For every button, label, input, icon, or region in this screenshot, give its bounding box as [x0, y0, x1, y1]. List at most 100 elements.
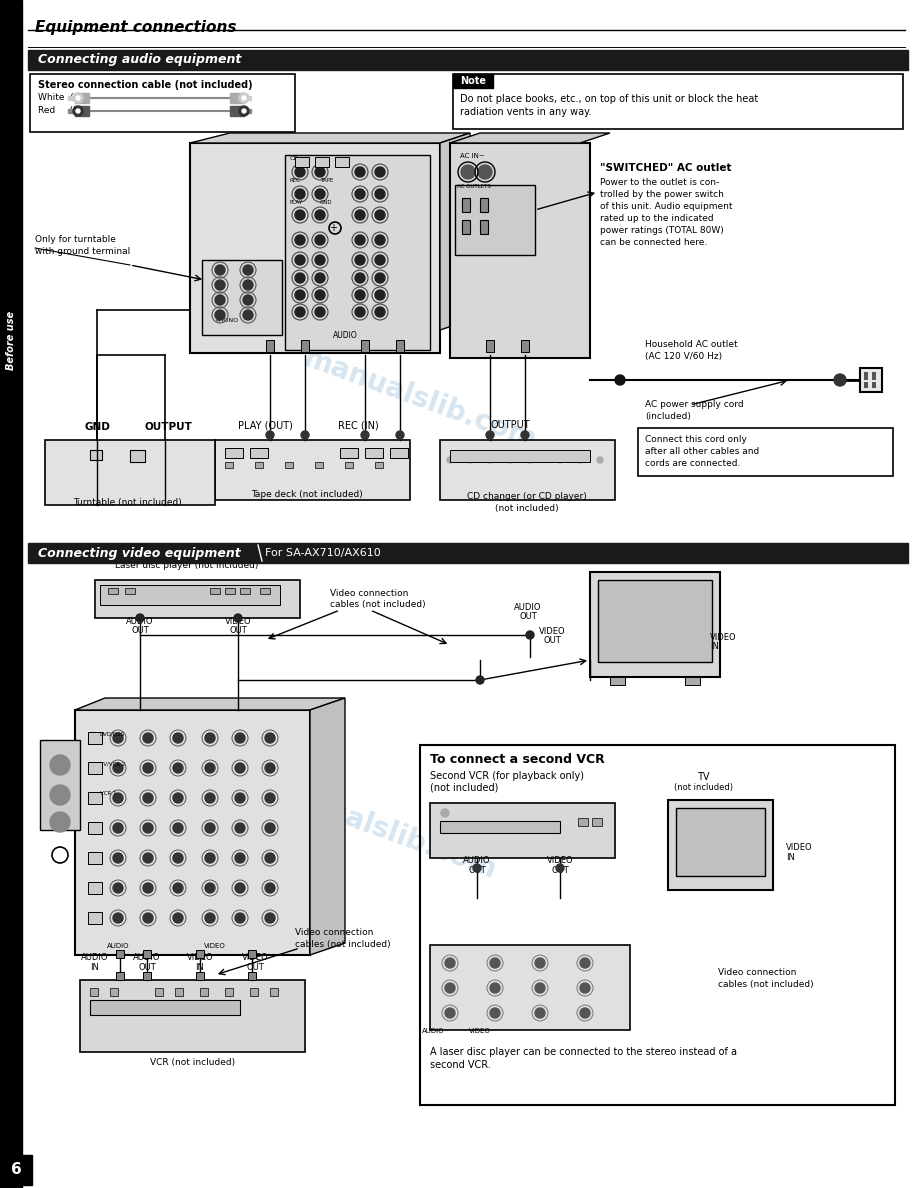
Circle shape	[50, 785, 70, 805]
Polygon shape	[75, 699, 345, 710]
Text: IN: IN	[91, 963, 99, 972]
Circle shape	[375, 255, 385, 265]
Bar	[250, 448, 268, 459]
Bar	[361, 340, 369, 352]
Text: TV/VCR 2: TV/VCR 2	[100, 762, 126, 766]
Circle shape	[50, 813, 70, 832]
Circle shape	[361, 431, 369, 440]
Text: second VCR.: second VCR.	[430, 1060, 491, 1070]
Circle shape	[265, 794, 275, 803]
Bar	[0, 0, 22, 1188]
Circle shape	[235, 763, 245, 773]
Circle shape	[526, 631, 534, 639]
Circle shape	[295, 210, 305, 220]
Circle shape	[235, 823, 245, 833]
Text: Video connection: Video connection	[718, 968, 797, 977]
Text: "SWITCHED" AC outlet: "SWITCHED" AC outlet	[600, 163, 732, 173]
Bar	[462, 198, 470, 211]
Text: VIDEO: VIDEO	[186, 953, 213, 962]
Bar	[88, 732, 102, 744]
Bar	[215, 440, 410, 500]
Circle shape	[375, 307, 385, 317]
Bar	[335, 157, 349, 168]
Text: VIDEO: VIDEO	[469, 1028, 491, 1034]
Circle shape	[487, 457, 493, 463]
Bar	[315, 462, 323, 468]
Circle shape	[143, 914, 153, 923]
Bar	[225, 988, 233, 996]
Text: Household AC outlet: Household AC outlet	[645, 340, 738, 349]
Bar	[88, 792, 102, 804]
Bar	[0, 1155, 32, 1184]
Circle shape	[535, 1007, 545, 1018]
Bar	[45, 440, 215, 505]
Circle shape	[205, 853, 215, 862]
Circle shape	[205, 794, 215, 803]
Circle shape	[243, 295, 253, 305]
Bar	[90, 450, 102, 460]
Bar	[255, 462, 263, 468]
Circle shape	[242, 96, 246, 100]
Text: Connect this cord only: Connect this cord only	[645, 435, 747, 444]
Text: of this unit. Audio equipment: of this unit. Audio equipment	[600, 202, 733, 211]
Bar	[242, 96, 251, 100]
Circle shape	[113, 823, 123, 833]
Text: Only for turntable: Only for turntable	[35, 235, 116, 244]
Circle shape	[143, 794, 153, 803]
Circle shape	[467, 457, 473, 463]
Circle shape	[205, 763, 215, 773]
Text: VCR 1: VCR 1	[100, 791, 117, 796]
Circle shape	[315, 189, 325, 200]
Polygon shape	[440, 133, 470, 330]
Text: with ground terminal: with ground terminal	[35, 247, 130, 255]
Bar	[100, 584, 280, 605]
Bar	[116, 950, 124, 958]
Circle shape	[215, 295, 225, 305]
Circle shape	[295, 307, 305, 317]
Bar	[390, 448, 408, 459]
Bar	[143, 972, 151, 980]
Bar	[440, 821, 560, 833]
Circle shape	[535, 982, 545, 993]
Circle shape	[76, 96, 80, 100]
Text: AUDIO: AUDIO	[332, 331, 357, 340]
Bar	[521, 340, 529, 352]
Bar	[266, 340, 274, 352]
Text: power ratings (TOTAL 80W): power ratings (TOTAL 80W)	[600, 226, 723, 235]
Circle shape	[243, 280, 253, 290]
Text: (included): (included)	[645, 412, 691, 421]
Circle shape	[295, 235, 305, 245]
Text: VIDEO: VIDEO	[241, 953, 268, 962]
Text: TV (not included): TV (not included)	[596, 552, 674, 562]
Bar	[225, 448, 243, 459]
Text: DVD/DSS: DVD/DSS	[100, 731, 125, 737]
Circle shape	[315, 210, 325, 220]
Bar	[430, 944, 630, 1030]
Polygon shape	[190, 133, 470, 143]
Circle shape	[265, 823, 275, 833]
Circle shape	[375, 168, 385, 177]
Bar	[190, 143, 440, 353]
Circle shape	[205, 883, 215, 893]
Bar	[175, 988, 183, 996]
Text: CD: CD	[290, 156, 299, 162]
Text: Laser disc player (not included): Laser disc player (not included)	[115, 561, 258, 570]
Circle shape	[375, 273, 385, 283]
Text: OUT: OUT	[230, 626, 247, 636]
Circle shape	[301, 431, 309, 440]
Circle shape	[486, 431, 494, 440]
Text: TAPE: TAPE	[320, 178, 333, 183]
Bar	[125, 588, 135, 594]
Bar	[240, 588, 250, 594]
Text: AUDIO: AUDIO	[133, 953, 161, 962]
Circle shape	[143, 823, 153, 833]
Circle shape	[173, 733, 183, 742]
Circle shape	[597, 457, 603, 463]
Bar	[40, 740, 80, 830]
Circle shape	[556, 864, 564, 872]
Text: Connecting video equipment: Connecting video equipment	[38, 546, 241, 560]
Circle shape	[215, 265, 225, 274]
Polygon shape	[310, 699, 345, 955]
Circle shape	[215, 310, 225, 320]
Circle shape	[490, 1007, 500, 1018]
